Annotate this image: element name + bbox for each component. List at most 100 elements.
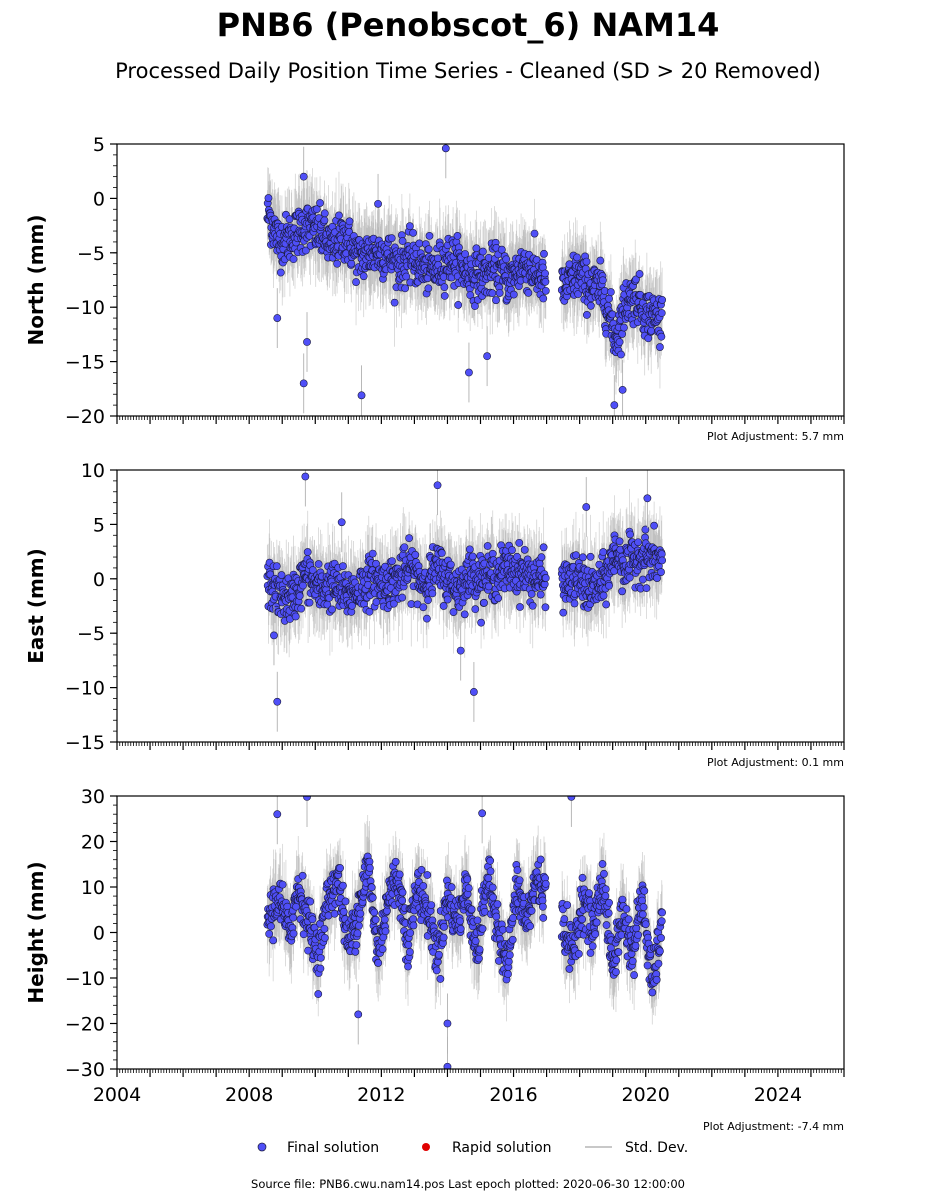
outlier-point — [299, 172, 308, 181]
data-point — [440, 283, 449, 292]
y-tick-label: −5 — [77, 243, 105, 265]
y-tick-label: −15 — [65, 352, 105, 374]
data-point — [541, 286, 550, 295]
data-point — [305, 598, 314, 607]
data-point — [620, 323, 628, 332]
plot-adjustment: Plot Adjustment: 5.7 mm — [707, 430, 844, 443]
data-point — [582, 311, 591, 319]
data-point — [483, 542, 492, 550]
data-point — [437, 549, 446, 557]
data-point — [582, 257, 591, 266]
outlier-point — [357, 391, 366, 400]
data-point — [540, 249, 548, 258]
outlier-point — [301, 472, 310, 481]
data-point — [488, 289, 497, 298]
data-point — [539, 294, 548, 303]
data-point — [320, 209, 329, 218]
data-point — [424, 596, 432, 605]
y-tick-label: 5 — [93, 514, 105, 536]
data-point — [634, 538, 643, 547]
data-point — [650, 521, 659, 530]
plot-area — [263, 796, 667, 1069]
data-point — [345, 217, 354, 226]
outlier-point — [469, 688, 478, 696]
data-point — [638, 575, 647, 584]
data-point — [320, 216, 329, 225]
data-point — [424, 284, 433, 293]
data-point — [398, 593, 407, 602]
data-point — [502, 255, 511, 264]
data-point — [312, 205, 321, 214]
data-point — [468, 552, 477, 561]
outlier-point — [337, 518, 346, 527]
data-point — [440, 291, 449, 300]
data-point — [605, 294, 613, 303]
data-point — [297, 604, 306, 613]
data-point — [596, 256, 605, 265]
data-point — [460, 610, 469, 619]
data-point — [328, 605, 336, 614]
data-point — [605, 581, 613, 590]
data-point — [615, 338, 624, 346]
data-point — [495, 289, 504, 297]
data-point — [402, 272, 411, 281]
data-point — [528, 601, 537, 610]
data-point — [617, 350, 625, 359]
data-point — [642, 584, 651, 593]
data-point — [423, 614, 431, 623]
data-point — [461, 250, 470, 258]
panel-0: 5 0 −5 −10 −15 −20 North (mm) Plot Adjustment: … — [24, 134, 845, 443]
data-point — [520, 545, 529, 554]
y-tick-label: −15 — [65, 732, 105, 754]
data-point — [632, 275, 640, 284]
data-point — [276, 268, 285, 277]
y-tick-label: −20 — [65, 406, 105, 428]
data-point — [641, 525, 650, 534]
data-point — [443, 595, 452, 604]
data-point — [541, 269, 549, 278]
y-tick-label: −5 — [77, 623, 105, 645]
data-point — [372, 598, 381, 606]
data-point — [428, 589, 437, 598]
data-point — [530, 229, 539, 238]
data-point — [573, 253, 581, 262]
data-point — [359, 272, 368, 281]
data-point — [574, 290, 583, 298]
outlier-point — [374, 199, 382, 208]
data-point — [472, 244, 481, 253]
y-axis-label: East (mm) — [24, 548, 48, 664]
y-tick-label: −10 — [65, 297, 105, 319]
data-point — [411, 550, 420, 559]
data-point — [277, 571, 286, 579]
data-point — [541, 574, 550, 582]
data-point — [465, 545, 474, 554]
outlier-point — [618, 385, 627, 394]
data-point — [572, 551, 580, 560]
data-point — [439, 602, 448, 610]
data-point — [527, 590, 536, 598]
data-point — [626, 530, 635, 539]
outlier-point — [610, 401, 619, 410]
plot-adjustment: Plot Adjustment: 0.1 mm — [707, 756, 844, 769]
data-point — [424, 245, 433, 254]
data-point — [539, 543, 548, 552]
data-point — [449, 608, 458, 616]
data-point — [447, 560, 455, 569]
data-point — [586, 301, 595, 310]
plot-area — [263, 144, 667, 416]
data-point — [389, 599, 398, 608]
data-point — [559, 608, 568, 617]
y-tick-label: 0 — [93, 569, 105, 591]
data-point — [453, 231, 462, 240]
data-point — [471, 605, 480, 614]
data-point — [658, 296, 667, 304]
data-point — [401, 284, 410, 293]
data-point — [415, 239, 424, 248]
data-point — [335, 211, 343, 220]
data-point — [419, 603, 428, 612]
data-point — [339, 562, 347, 571]
data-point — [348, 601, 356, 610]
outlier-point — [270, 631, 278, 640]
